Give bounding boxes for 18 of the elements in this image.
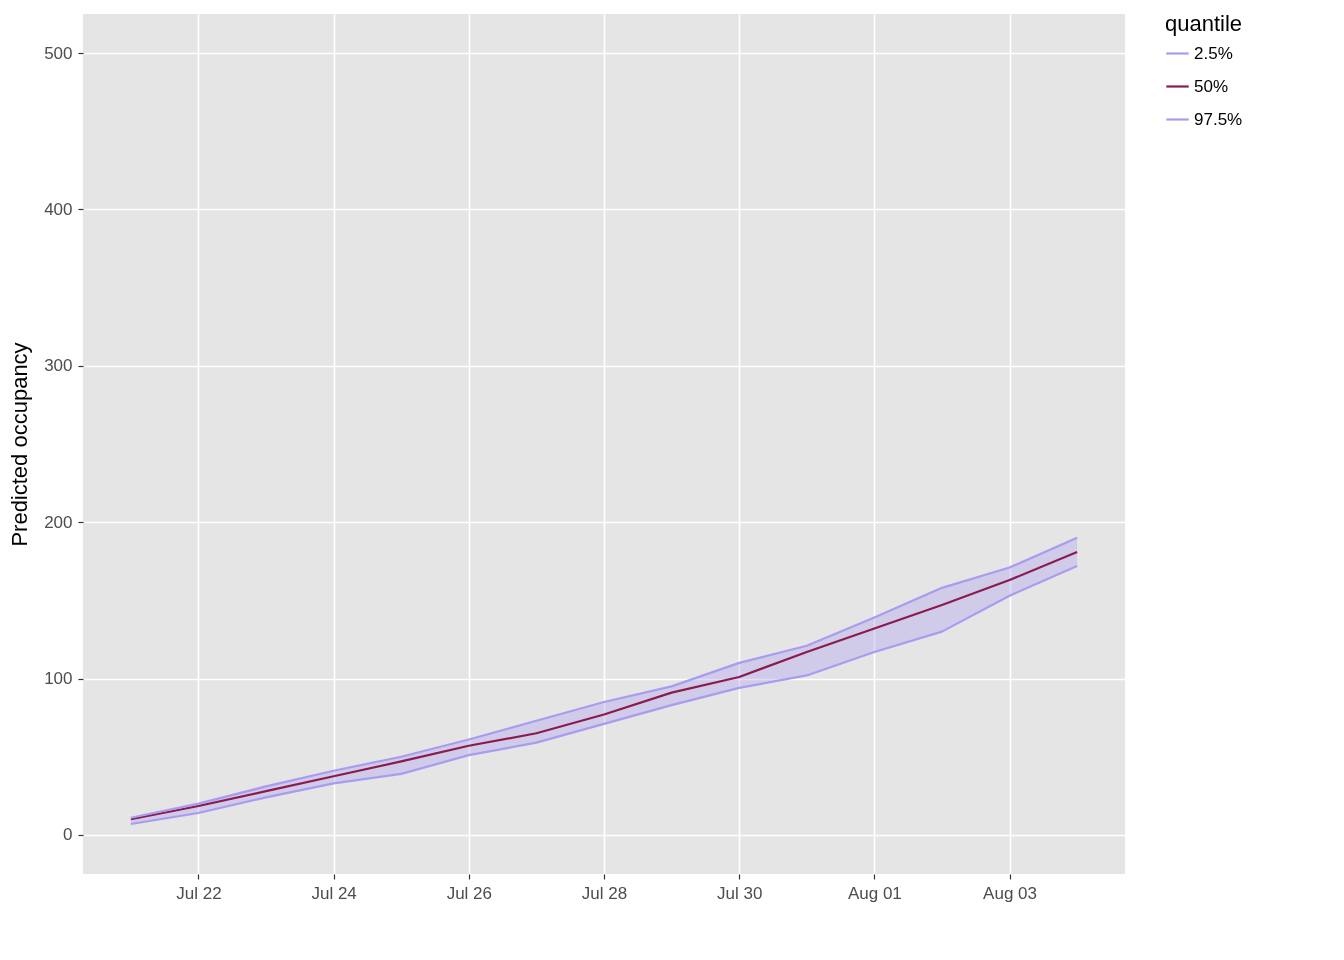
y-tick-label: 400	[44, 199, 73, 219]
x-tick-label: Jul 26	[446, 883, 493, 903]
y-tick-label: 200	[44, 512, 73, 532]
y-axis-title: Predicted occupancy	[7, 342, 33, 547]
x-tick-label: Jul 22	[176, 883, 222, 903]
x-tick-label: Jul 28	[581, 883, 628, 903]
legend-label: 97.5%	[1194, 109, 1243, 129]
y-tick-label: 100	[44, 669, 73, 689]
y-tick-label: 300	[44, 356, 73, 376]
legend-title: quantile	[1165, 11, 1243, 36]
y-tick-label: 0	[63, 825, 73, 845]
x-tick-label: Jul 24	[311, 883, 357, 903]
x-tick-label: Aug 03	[983, 883, 1037, 903]
y-tick-label: 500	[44, 43, 73, 63]
x-tick-label: Aug 01	[847, 883, 902, 903]
x-tick-label: Jul 30	[716, 883, 763, 903]
legend-label: 2.5%	[1194, 43, 1233, 63]
legend-label: 50%	[1194, 76, 1229, 96]
